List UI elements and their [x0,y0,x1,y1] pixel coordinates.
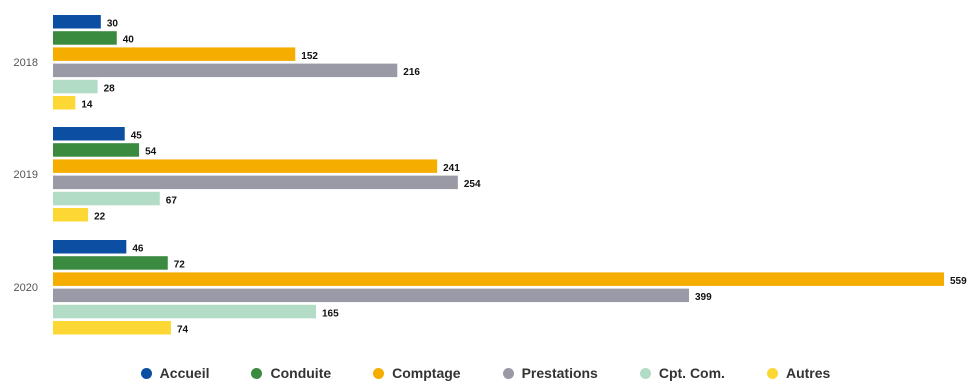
category-label: 2019 [14,169,38,181]
bar [53,127,125,141]
data-label: 30 [107,19,119,30]
data-label: 54 [145,147,157,158]
bar [53,304,316,319]
legend-item[interactable]: Accueil [140,363,210,383]
data-label: 67 [166,195,178,206]
legend-label: Autres [785,365,831,381]
bar [53,15,101,29]
data-label: 28 [104,83,116,94]
data-label: 46 [132,244,144,255]
legend-item[interactable]: Conduite [251,363,331,383]
data-label: 165 [322,308,339,319]
bar [53,143,140,157]
data-label: 72 [174,260,186,271]
legend-label: Cpt. Com. [658,365,725,381]
legend-swatch [766,367,778,379]
data-label: 74 [177,325,189,336]
bar [53,191,160,206]
legend-swatch [140,367,152,379]
data-label: 254 [464,179,481,190]
bar [53,63,398,78]
legend-swatch [502,367,514,379]
bar [53,31,117,45]
data-label: 45 [131,131,143,142]
bar [53,159,438,173]
bar [53,321,171,335]
data-label: 22 [94,212,106,223]
category-label: 2020 [14,282,38,294]
legend-swatch [639,367,651,379]
bar [53,288,689,303]
legend-swatch [251,367,263,379]
bar [53,175,458,190]
legend-label: Prestations [521,365,598,381]
legend-label: Comptage [392,365,461,381]
legend: Accueil Conduite Comptage Prestations Cpt. C… [0,363,971,383]
data-label: 152 [301,51,318,62]
bar [53,96,76,110]
bar [53,79,98,94]
bar [53,240,127,254]
bar [53,208,89,222]
category-label: 2018 [14,57,38,69]
legend-label: Accueil [159,365,210,381]
data-label: 241 [443,163,460,174]
data-label: 559 [950,276,967,287]
bar [53,256,168,270]
legend-item[interactable]: Comptage [373,363,461,383]
data-label: 399 [695,292,712,303]
data-label: 216 [403,67,420,78]
bar [53,47,296,61]
legend-item[interactable]: Prestations [502,363,598,383]
legend-item[interactable]: Autres [766,363,831,383]
legend-swatch [373,367,385,379]
data-label: 14 [81,100,93,111]
legend-item[interactable]: Cpt. Com. [639,363,725,383]
legend-label: Conduite [270,365,332,381]
bar [53,272,944,286]
data-label: 40 [123,35,135,46]
